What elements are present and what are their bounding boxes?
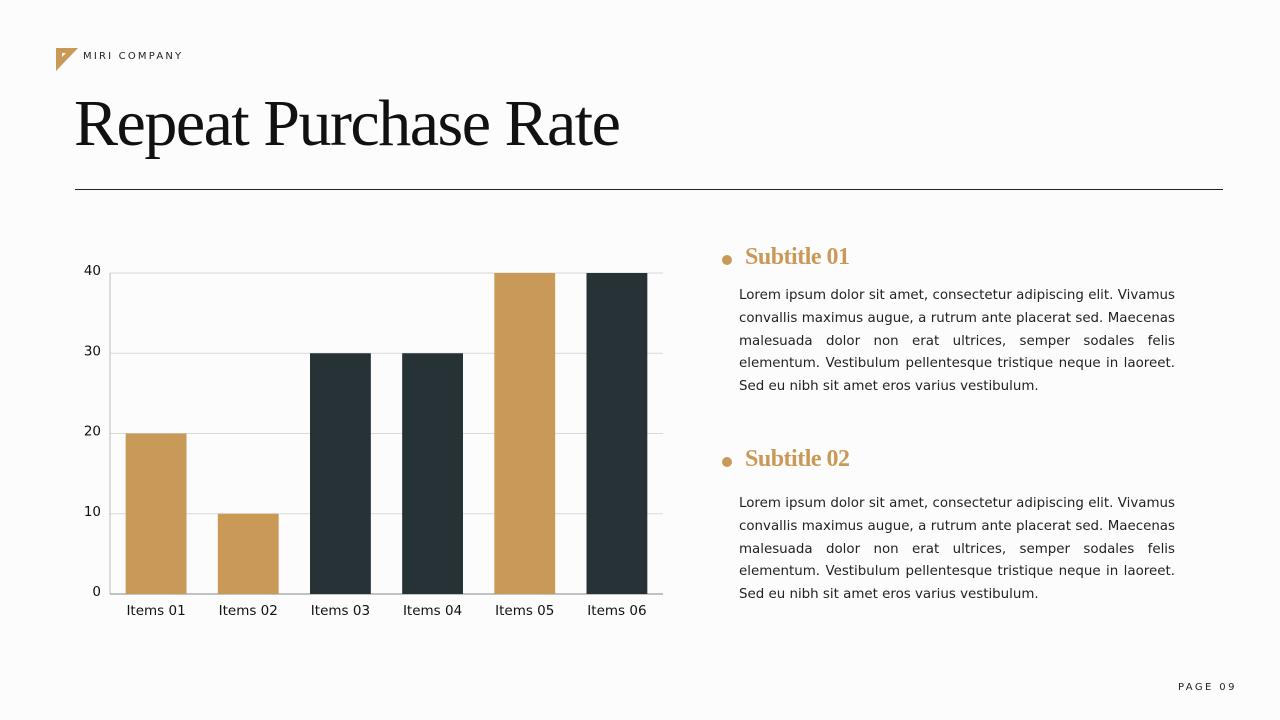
bar: [217, 513, 279, 594]
divider: [75, 189, 1223, 190]
x-tick-label: Items 02: [219, 603, 278, 619]
bar: [402, 353, 463, 594]
y-tick-label: 30: [84, 343, 101, 359]
paragraph: Lorem ipsum dolor sit amet, consectetur …: [739, 288, 1175, 395]
y-tick-label: 40: [84, 263, 101, 279]
section: Subtitle 01 Lorem ipsum dolor sit amet, …: [722, 244, 1175, 399]
title: Repeat Purchase Rate: [74, 87, 621, 160]
page-number: PAGE 09: [1178, 682, 1237, 693]
x-tick-label: Items 05: [495, 603, 554, 619]
x-tick-label: Items 04: [403, 603, 462, 619]
bar: [494, 273, 556, 594]
chart: 0 10 20 30 40 Items 01 Items 02 Items 03 Items 0…: [84, 263, 663, 619]
y-tick-label: 10: [84, 504, 101, 520]
y-tick-label: 20: [84, 424, 101, 440]
x-tick-label: Items 03: [311, 603, 370, 619]
subtitle: Subtitle 02: [722, 446, 1175, 473]
subtitle: Subtitle 01: [722, 244, 1175, 271]
y-tick-label: 0: [92, 584, 101, 600]
x-tick-label: Items 06: [587, 603, 646, 619]
brand: MIRI COMPANY: [83, 51, 184, 62]
subtitle-text: Subtitle 02: [745, 446, 850, 472]
bar: [125, 433, 187, 594]
bar: [586, 273, 648, 594]
section: Subtitle 02 Lorem ipsum dolor sit amet, …: [722, 446, 1175, 607]
paragraph: Lorem ipsum dolor sit amet, consectetur …: [739, 496, 1175, 603]
logo: [56, 48, 78, 71]
bar: [310, 353, 371, 594]
x-tick-label: Items 01: [126, 603, 185, 619]
subtitle-text: Subtitle 01: [745, 244, 850, 270]
